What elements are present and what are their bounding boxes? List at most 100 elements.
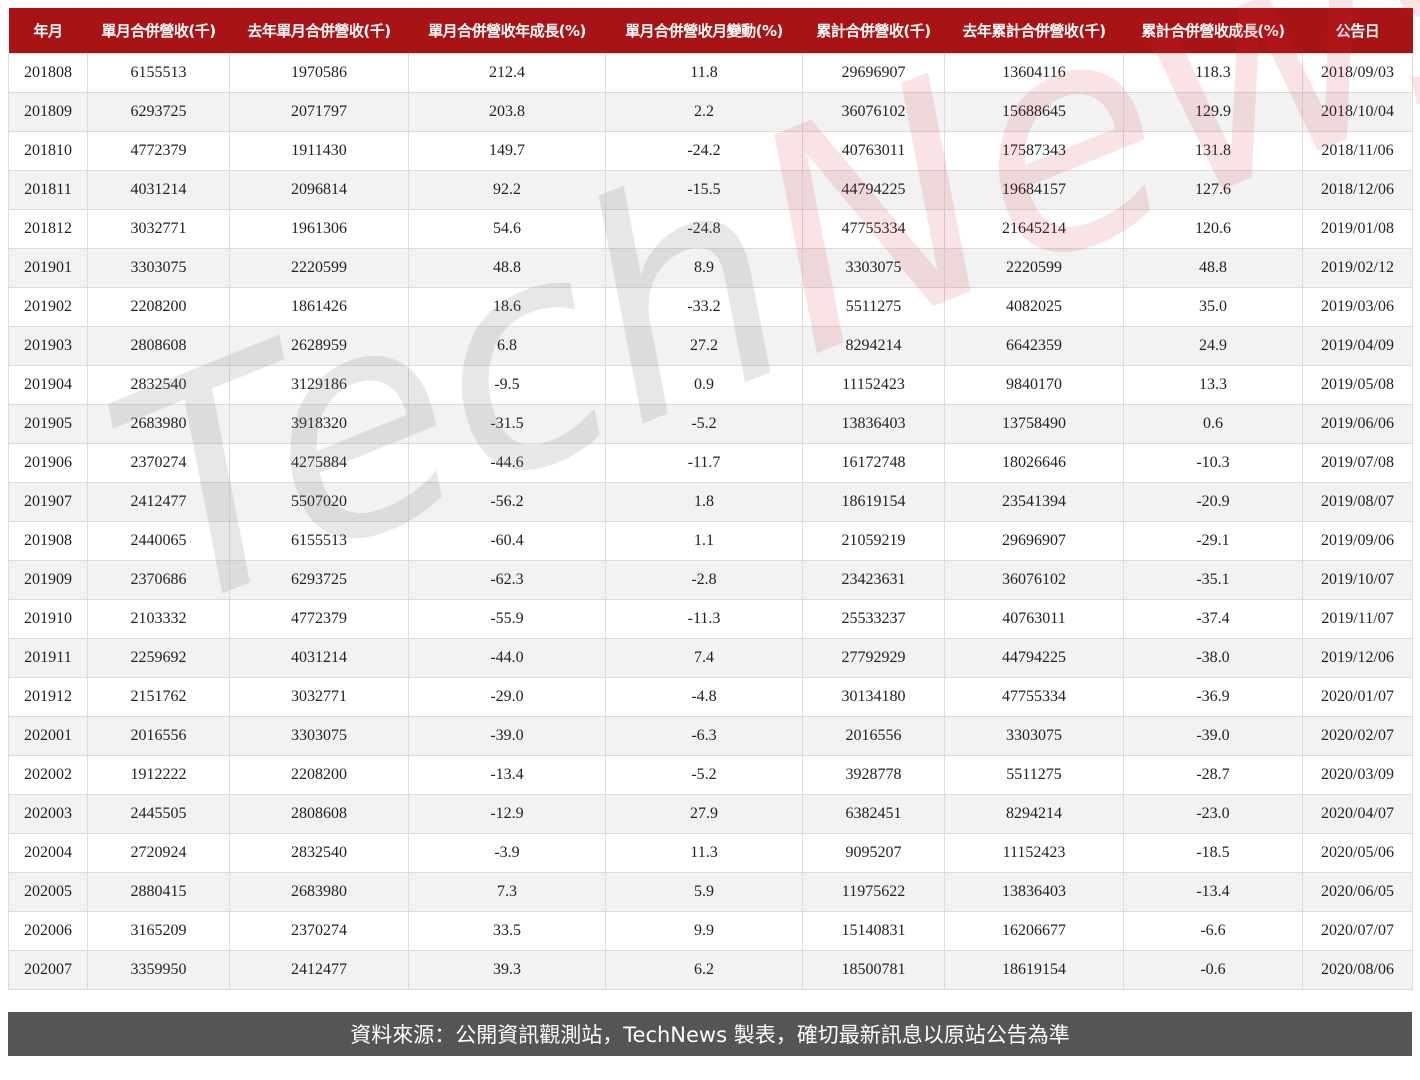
table-cell: 6155513 (229, 521, 409, 561)
table-cell: 18026646 (944, 443, 1124, 483)
table-cell: 1911430 (229, 131, 409, 171)
table-cell: 2020/02/07 (1302, 716, 1413, 756)
table-row: 201808 6155513 1970586 212.4 11.8 29696907 136… (8, 53, 1413, 93)
table-cell: -31.5 (408, 404, 606, 444)
table-cell: 201901 (8, 248, 88, 288)
table-cell: 4082025 (944, 287, 1124, 327)
table-row: 201905 2683980 3918320 -31.5 -5.2 13836403 137… (8, 404, 1413, 444)
table-cell: 21645214 (944, 209, 1124, 249)
table-cell: 2016556 (87, 716, 230, 756)
table-cell: 120.6 (1123, 209, 1303, 249)
table-cell: 23423631 (802, 560, 945, 600)
column-header: 公告日 (1302, 8, 1413, 54)
table-cell: 16172748 (802, 443, 945, 483)
table-cell: 2412477 (229, 950, 409, 990)
table-cell: -5.2 (605, 404, 803, 444)
table-cell: 202003 (8, 794, 88, 834)
table-cell: 2208200 (229, 755, 409, 795)
table-cell: 2016556 (802, 716, 945, 756)
table-cell: 2.2 (605, 92, 803, 132)
table-cell: 13836403 (944, 872, 1124, 912)
table-cell: 11975622 (802, 872, 945, 912)
table-cell: -35.1 (1123, 560, 1303, 600)
table-cell: 201811 (8, 170, 88, 210)
table-row: 202005 2880415 2683980 7.3 5.9 11975622 138364… (8, 872, 1413, 912)
table-cell: -13.4 (1123, 872, 1303, 912)
table-cell: 202005 (8, 872, 88, 912)
table-cell: 15140831 (802, 911, 945, 951)
table-cell: -29.0 (408, 677, 606, 717)
table-cell: 2020/07/07 (1302, 911, 1413, 951)
table-cell: -3.9 (408, 833, 606, 873)
table-cell: -11.3 (605, 599, 803, 639)
table-cell: -36.9 (1123, 677, 1303, 717)
table-cell: -56.2 (408, 482, 606, 522)
table-cell: 2018/11/06 (1302, 131, 1413, 171)
table-cell: 8.9 (605, 248, 803, 288)
table-cell: 2412477 (87, 482, 230, 522)
table-row: 201911 2259692 4031214 -44.0 7.4 27792929 4479… (8, 638, 1413, 678)
table-cell: 44794225 (944, 638, 1124, 678)
table-cell: 3303075 (802, 248, 945, 288)
table-cell: 201908 (8, 521, 88, 561)
table-cell: 8294214 (802, 326, 945, 366)
table-cell: -39.0 (1123, 716, 1303, 756)
column-header: 年月 (8, 8, 88, 54)
table-row: 202006 3165209 2370274 33.5 9.9 15140831 16206… (8, 911, 1413, 951)
table-cell: 27.2 (605, 326, 803, 366)
table-cell: -15.5 (605, 170, 803, 210)
table-cell: 2019/08/07 (1302, 482, 1413, 522)
table-cell: 13758490 (944, 404, 1124, 444)
table-cell: 3303075 (87, 248, 230, 288)
table-cell: 27.9 (605, 794, 803, 834)
table-cell: 2071797 (229, 92, 409, 132)
table-cell: 13604116 (944, 53, 1124, 93)
table-cell: 201911 (8, 638, 88, 678)
table-row: 201908 2440065 6155513 -60.4 1.1 21059219 2969… (8, 521, 1413, 561)
table-cell: 9.9 (605, 911, 803, 951)
table-cell: 127.6 (1123, 170, 1303, 210)
table-cell: 202007 (8, 950, 88, 990)
table-cell: 3303075 (944, 716, 1124, 756)
table-cell: 201912 (8, 677, 88, 717)
table-cell: 33.5 (408, 911, 606, 951)
table-cell: 3918320 (229, 404, 409, 444)
table-cell: -2.8 (605, 560, 803, 600)
table-cell: 36076102 (802, 92, 945, 132)
table-cell: 6155513 (87, 53, 230, 93)
column-header: 去年累計合併營收(千) (944, 8, 1124, 54)
column-header: 累計合併營收(千) (802, 8, 945, 54)
table-cell: 16206677 (944, 911, 1124, 951)
table-row: 201912 2151762 3032771 -29.0 -4.8 30134180 477… (8, 677, 1413, 717)
table-cell: 201904 (8, 365, 88, 405)
table-cell: 118.3 (1123, 53, 1303, 93)
table-cell: 2370274 (229, 911, 409, 951)
table-cell: 2832540 (87, 365, 230, 405)
table-cell: 3359950 (87, 950, 230, 990)
table-cell: -60.4 (408, 521, 606, 561)
table-cell: 131.8 (1123, 131, 1303, 171)
table-row: 201902 2208200 1861426 18.6 -33.2 5511275 4082… (8, 287, 1413, 327)
table-row: 201809 6293725 2071797 203.8 2.2 36076102 1568… (8, 92, 1413, 132)
revenue-table: 年月 單月合併營收(千) 去年單月合併營收(千) 單月合併營收年成長(%) 單月合併營收… (8, 8, 1413, 990)
table-cell: 2720924 (87, 833, 230, 873)
table-cell: 5511275 (944, 755, 1124, 795)
table-header-row: 年月 單月合併營收(千) 去年單月合併營收(千) 單月合併營收年成長(%) 單月合併營收… (8, 8, 1413, 54)
table-cell: 149.7 (408, 131, 606, 171)
table-cell: 2020/05/06 (1302, 833, 1413, 873)
table-row: 202007 3359950 2412477 39.3 6.2 18500781 18619… (8, 950, 1413, 990)
table-cell: 4031214 (229, 638, 409, 678)
table-cell: 27792929 (802, 638, 945, 678)
table-cell: 2018/09/03 (1302, 53, 1413, 93)
table-row: 201811 4031214 2096814 92.2 -15.5 44794225 196… (8, 170, 1413, 210)
column-header: 單月合併營收月變動(%) (605, 8, 803, 54)
table-cell: 11.3 (605, 833, 803, 873)
table-cell: 2808608 (87, 326, 230, 366)
table-cell: 2445505 (87, 794, 230, 834)
table-cell: 6293725 (229, 560, 409, 600)
table-cell: 2019/12/06 (1302, 638, 1413, 678)
table-cell: 4275884 (229, 443, 409, 483)
table-row: 201812 3032771 1961306 54.6 -24.8 47755334 216… (8, 209, 1413, 249)
table-cell: -55.9 (408, 599, 606, 639)
table-cell: 3303075 (229, 716, 409, 756)
